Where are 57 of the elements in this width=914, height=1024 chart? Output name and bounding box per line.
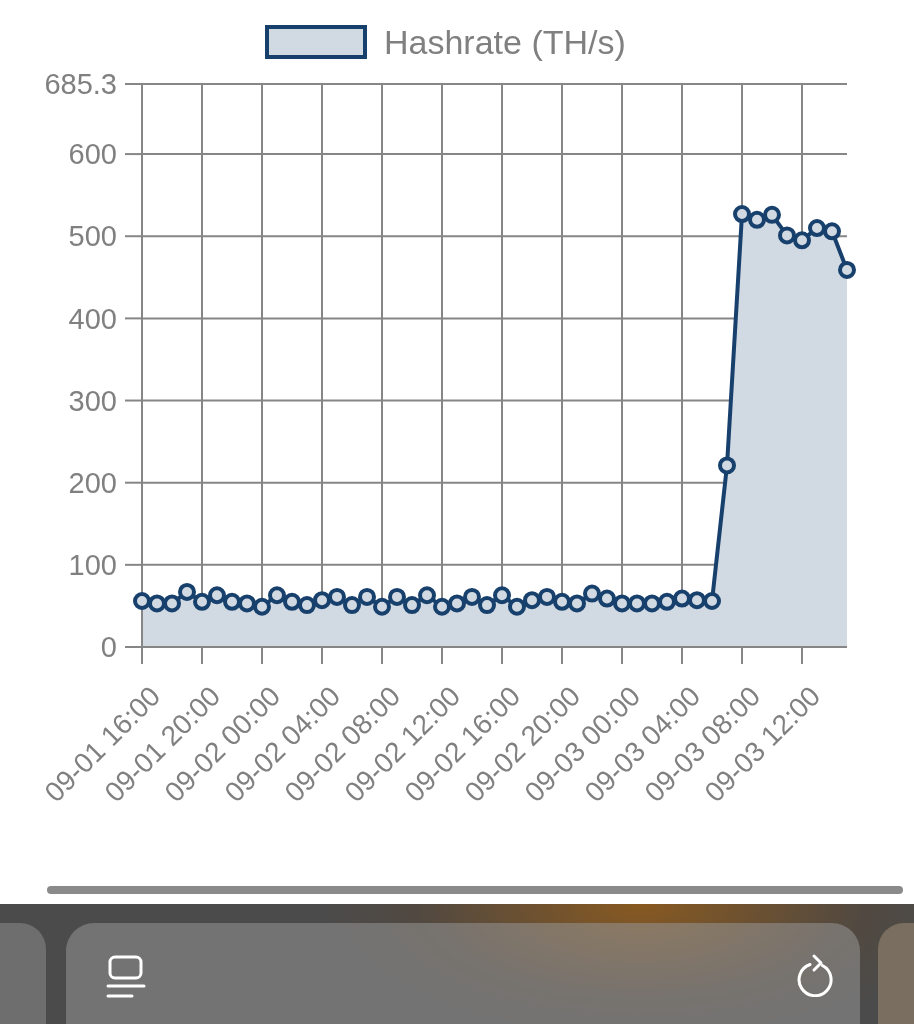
y-tick-label: 400	[68, 302, 117, 335]
point	[268, 586, 286, 605]
point	[148, 594, 166, 613]
point	[718, 456, 736, 475]
point	[343, 596, 361, 615]
y-tick-label: 500	[68, 220, 117, 253]
y-tick-label: 600	[68, 138, 117, 171]
point	[388, 587, 406, 606]
point	[358, 587, 376, 606]
point	[823, 222, 841, 241]
point	[508, 597, 526, 616]
point	[478, 596, 496, 615]
point	[463, 587, 481, 606]
point	[328, 587, 346, 606]
point	[238, 594, 256, 613]
point	[748, 210, 766, 229]
point	[583, 584, 601, 603]
point	[808, 219, 826, 238]
point	[403, 596, 421, 615]
point	[613, 594, 631, 613]
point	[523, 591, 541, 610]
point	[598, 589, 616, 608]
point	[658, 592, 676, 611]
point	[298, 596, 316, 615]
point	[703, 591, 721, 610]
point	[553, 592, 571, 611]
point	[178, 582, 196, 601]
point	[538, 587, 556, 606]
y-tick-label: 100	[68, 549, 117, 581]
point	[283, 592, 301, 611]
point	[253, 597, 271, 616]
point	[208, 586, 226, 605]
point	[313, 591, 331, 610]
y-tick-label: 0	[100, 631, 117, 664]
point	[163, 594, 181, 613]
point	[673, 589, 691, 608]
point	[418, 586, 436, 605]
y-tick-label: 300	[68, 384, 117, 417]
point	[133, 591, 151, 610]
point	[733, 205, 751, 224]
legend-label: Hashrate (TH/s)	[384, 22, 626, 62]
point	[448, 594, 466, 613]
y-tick-label: 200	[68, 466, 117, 499]
point	[793, 231, 811, 250]
point	[628, 594, 646, 613]
point	[643, 594, 661, 613]
y-tick-label: 685.3	[44, 68, 117, 101]
point	[193, 592, 211, 611]
point	[568, 594, 586, 613]
point	[433, 597, 451, 616]
point	[778, 226, 796, 245]
point	[373, 597, 391, 616]
point	[688, 591, 706, 610]
point	[763, 205, 781, 224]
point	[493, 586, 511, 605]
point	[223, 592, 241, 611]
point	[838, 260, 856, 279]
